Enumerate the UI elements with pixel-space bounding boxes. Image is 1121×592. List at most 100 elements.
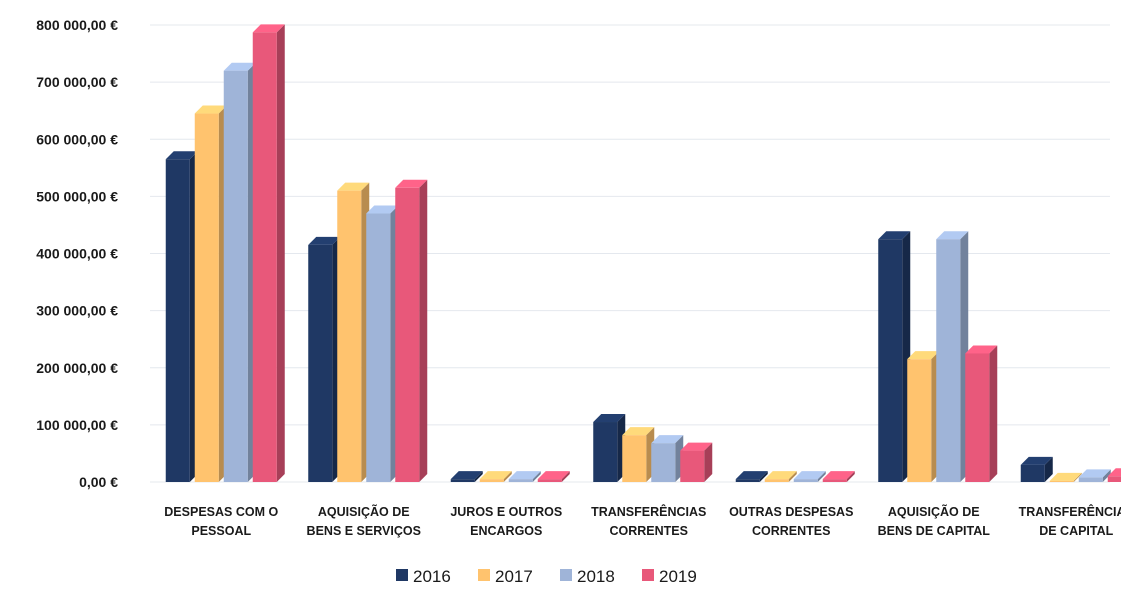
legend-swatch [642,569,654,581]
legend-item: 2018 [560,567,615,586]
bar [907,351,940,482]
bar-front [793,479,818,482]
bar-front [165,159,190,482]
bar [308,236,341,482]
bar-side [503,471,512,482]
bar-top [1107,468,1121,477]
legend-label: 2018 [577,567,615,586]
bar-front [822,479,847,482]
bar-front [450,479,475,482]
bar-top [366,205,399,214]
bar-front [479,479,504,482]
bar-side [1102,469,1111,482]
bar [1049,472,1082,482]
bar [764,471,797,482]
x-tick-label: OUTRAS DESPESAS CORRENTES [729,505,853,538]
bar-top [822,471,855,480]
bar-side [561,471,570,482]
y-tick-label: 700 000,00 € [36,74,118,90]
y-tick-label: 0,00 € [79,474,118,490]
bar-top [965,345,998,354]
y-tick-label: 600 000,00 € [36,131,118,147]
bar [793,471,826,482]
bar [337,182,370,482]
bar-front [965,353,990,482]
bar-front [1020,464,1045,482]
bar-front [878,239,903,482]
bar-front [764,479,789,482]
bar-front [252,32,277,483]
bar-top [308,236,341,245]
bar-side [419,179,428,482]
bar-front [680,450,705,482]
bar-top [508,471,541,480]
bar-side [276,24,285,483]
x-tick-label: AQUISIÇÃO DE BENS E SERVIÇOS [307,504,421,538]
bar [878,231,911,482]
bar-front [622,435,647,482]
bar [1020,456,1053,482]
x-tick-label: DESPESAS COM O PESSOAL [164,505,278,538]
bar-side [1073,472,1082,482]
bar [822,471,855,482]
bar-top [936,231,969,240]
bar-top [878,231,911,240]
bar-front [508,479,533,482]
bar [622,427,655,482]
bar-side [704,442,713,482]
bar-top [252,24,285,33]
bar-top [479,471,512,480]
y-axis-tick-labels: 0,00 € 100 000,00 € 200 000,00 € 300 000,00… [36,17,118,490]
x-tick-label: TRANSFERÊNCIASDE CAPITAL [1019,504,1121,538]
bar-top [622,427,655,436]
y-tick-label: 200 000,00 € [36,360,118,376]
bar-top [651,435,684,444]
bar-top [537,471,570,480]
y-tick-label: 800 000,00 € [36,17,118,33]
x-tick-label: AQUISIÇÃO DE BENS DE CAPITAL [878,504,991,538]
bar-front [395,187,420,482]
bar-top [450,471,483,480]
bar [395,179,428,482]
bar [450,471,483,482]
bar-side [1044,456,1053,482]
bar [1107,468,1121,482]
bar-front [366,213,391,482]
bar [479,471,512,482]
bar-top [194,105,227,114]
bar-top [395,179,428,188]
bar-top [337,182,370,191]
bar-front [194,113,219,482]
y-tick-label: 100 000,00 € [36,417,118,433]
bar [1078,469,1111,482]
bar-top [223,62,256,71]
y-tick-label: 300 000,00 € [36,303,118,319]
bar-front [936,239,961,482]
bar-front [1049,480,1074,482]
legend-item: 2019 [642,567,697,586]
bar-front [1078,477,1103,482]
y-tick-label: 500 000,00 € [36,188,118,204]
bar [735,471,768,482]
bar-front [223,70,248,482]
bar-top [907,351,940,360]
bar [508,471,541,482]
bar-side [989,345,998,482]
bar [651,435,684,482]
bar-front [337,190,362,482]
x-tick-label: TRANSFERÊNCIAS CORRENTES [591,504,706,538]
x-axis-category-labels: DESPESAS COM O PESSOAL AQUISIÇÃO DE BENS E … [164,504,1121,538]
bar-side [532,471,541,482]
bar [965,345,998,482]
bar-side [846,471,855,482]
bar-side [817,471,826,482]
bar-top [793,471,826,480]
bar-series [165,24,1121,483]
legend-item: 2017 [478,567,533,586]
bar-top [680,442,713,451]
bar-front [308,244,333,482]
bar [165,151,198,482]
bar [252,24,285,483]
bar-top [764,471,797,480]
